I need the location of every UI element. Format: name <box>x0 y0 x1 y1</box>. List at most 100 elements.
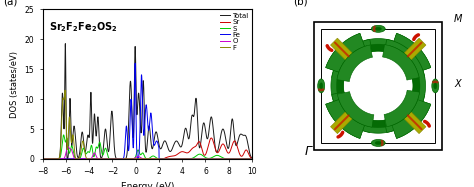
Total <box>64 148 70 150</box>
Total <box>249 157 255 159</box>
Fe <box>129 118 135 120</box>
Total <box>76 155 82 157</box>
Polygon shape <box>392 33 431 72</box>
Text: Γ: Γ <box>305 145 311 158</box>
Ellipse shape <box>319 83 323 89</box>
Polygon shape <box>338 44 419 76</box>
O <box>249 158 255 160</box>
X-axis label: Energy (eV): Energy (eV) <box>121 182 174 187</box>
Polygon shape <box>326 100 365 138</box>
S <box>64 137 70 140</box>
Text: X: X <box>454 79 461 89</box>
Polygon shape <box>384 90 419 127</box>
O <box>129 158 135 160</box>
F <box>129 158 135 160</box>
O <box>120 158 126 160</box>
Total <box>129 115 135 117</box>
Sr <box>129 158 135 160</box>
Polygon shape <box>331 39 372 132</box>
Fe <box>245 158 251 160</box>
O <box>40 158 46 160</box>
Ellipse shape <box>375 141 382 145</box>
Sr <box>64 158 69 160</box>
Sr <box>40 158 46 160</box>
O <box>64 149 69 151</box>
F <box>245 158 251 160</box>
F <box>137 158 143 160</box>
S <box>40 158 46 160</box>
F <box>120 158 126 160</box>
Sr <box>76 158 82 160</box>
Ellipse shape <box>318 79 325 93</box>
Text: M: M <box>454 14 463 24</box>
Total <box>223 136 228 138</box>
O <box>245 158 251 160</box>
S <box>129 158 135 160</box>
Polygon shape <box>402 110 426 134</box>
Polygon shape <box>392 100 431 138</box>
Polygon shape <box>330 38 355 62</box>
Polygon shape <box>326 33 365 72</box>
Y-axis label: DOS (states/eV): DOS (states/eV) <box>10 51 19 118</box>
Sr <box>245 151 251 153</box>
Text: $\mathbf{Sr_2F_2Fe_2OS_2}$: $\mathbf{Sr_2F_2Fe_2OS_2}$ <box>49 20 118 34</box>
Ellipse shape <box>434 83 437 89</box>
F <box>40 158 46 160</box>
Line: Sr: Sr <box>43 138 252 159</box>
S <box>223 157 228 160</box>
Polygon shape <box>383 45 419 80</box>
Line: Total: Total <box>43 44 252 159</box>
Polygon shape <box>384 39 426 132</box>
Total <box>40 158 46 160</box>
Polygon shape <box>388 46 420 126</box>
F <box>64 139 70 141</box>
Fe <box>120 158 126 160</box>
O <box>65 145 71 148</box>
Total <box>63 43 68 45</box>
Ellipse shape <box>432 79 439 93</box>
Polygon shape <box>332 39 425 80</box>
Polygon shape <box>332 92 425 133</box>
Polygon shape <box>392 100 431 138</box>
S <box>61 134 66 136</box>
S <box>120 158 126 160</box>
F <box>223 158 228 160</box>
Text: (b): (b) <box>293 0 308 6</box>
Total <box>120 158 126 160</box>
Polygon shape <box>402 38 426 62</box>
Polygon shape <box>330 110 355 134</box>
Line: O: O <box>43 146 252 159</box>
Fe <box>76 158 82 160</box>
S <box>245 158 251 160</box>
Polygon shape <box>392 33 431 72</box>
Polygon shape <box>337 45 373 82</box>
Ellipse shape <box>371 140 385 146</box>
O <box>223 158 228 160</box>
Sr <box>120 158 126 160</box>
Fe <box>64 158 69 160</box>
Line: Fe: Fe <box>43 63 252 159</box>
Fe <box>132 62 138 64</box>
Fe <box>223 158 228 160</box>
Polygon shape <box>337 46 369 126</box>
Ellipse shape <box>375 27 382 30</box>
S <box>249 158 255 160</box>
Sr <box>249 157 255 160</box>
Polygon shape <box>337 92 374 127</box>
Text: (a): (a) <box>3 0 17 6</box>
Line: S: S <box>43 135 252 159</box>
F <box>249 158 255 160</box>
Polygon shape <box>338 96 419 128</box>
Sr <box>223 147 228 149</box>
Fe <box>40 158 46 160</box>
Legend: Total, Sr, S, Fe, O, F: Total, Sr, S, Fe, O, F <box>220 13 248 50</box>
Sr <box>209 137 214 139</box>
F <box>62 89 68 91</box>
O <box>224 158 229 160</box>
Fe <box>249 158 255 160</box>
Polygon shape <box>326 33 365 72</box>
Ellipse shape <box>371 25 385 32</box>
O <box>76 158 82 160</box>
Line: F: F <box>43 90 252 159</box>
F <box>76 157 82 159</box>
